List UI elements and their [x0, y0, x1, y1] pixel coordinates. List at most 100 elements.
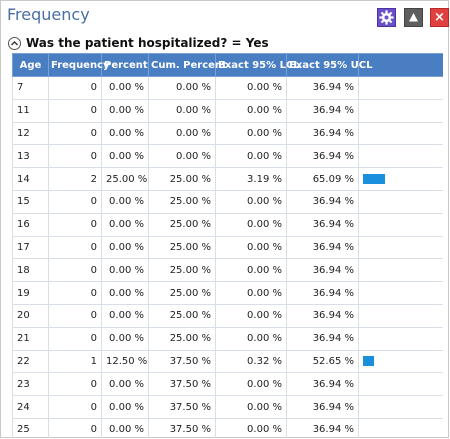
cell-ucl: 65.09 % — [286, 167, 359, 191]
cell-cum-percent: 25.00 % — [148, 235, 216, 260]
cell-bar — [358, 372, 443, 397]
cell-lcl: 0.00 % — [215, 212, 287, 237]
cell-frequency: 0 — [48, 235, 102, 260]
cell-lcl: 0.00 % — [215, 76, 287, 100]
cell-ucl: 36.94 % — [286, 144, 359, 169]
cell-frequency: 0 — [48, 212, 102, 237]
cell-frequency: 0 — [48, 144, 102, 169]
cell-cum-percent: 25.00 % — [148, 212, 216, 237]
cell-age: 14 — [12, 167, 49, 191]
cell-bar — [358, 349, 443, 374]
cell-frequency: 0 — [48, 258, 102, 283]
cell-bar — [358, 121, 443, 146]
cell-percent: 0.00 % — [101, 76, 149, 100]
column-header-frequency[interactable]: Frequency — [48, 53, 110, 77]
cell-percent: 0.00 % — [101, 417, 149, 438]
column-header-ucl[interactable]: Exact 95% UCL — [286, 53, 372, 77]
cell-cum-percent: 37.50 % — [148, 395, 216, 419]
column-header-bar — [358, 53, 443, 77]
cell-age: 15 — [12, 189, 49, 214]
cell-cum-percent: 37.50 % — [148, 417, 216, 438]
cell-ucl: 36.94 % — [286, 189, 359, 214]
cell-ucl: 52.65 % — [286, 349, 359, 374]
cell-cum-percent: 25.00 % — [148, 189, 216, 214]
cell-percent: 0.00 % — [101, 258, 149, 283]
collapse-up-icon[interactable] — [8, 36, 21, 50]
table-row: 12 0 0.00 % 0.00 % 0.00 % 36.94 % — [12, 121, 443, 146]
table-row: 16 0 0.00 % 25.00 % 0.00 % 36.94 % — [12, 212, 443, 237]
cell-frequency: 0 — [48, 76, 102, 100]
cell-ucl: 36.94 % — [286, 76, 359, 100]
cell-age: 12 — [12, 121, 49, 146]
table-row: 23 0 0.00 % 37.50 % 0.00 % 36.94 % — [12, 372, 443, 397]
column-header-percent[interactable]: Percent — [101, 53, 149, 77]
table-row: 17 0 0.00 % 25.00 % 0.00 % 36.94 % — [12, 235, 443, 260]
percent-bar — [363, 174, 385, 185]
cell-percent: 25.00 % — [101, 167, 149, 191]
column-header-age[interactable]: Age — [12, 53, 49, 77]
cell-frequency: 0 — [48, 395, 102, 419]
cell-ucl: 36.94 % — [286, 235, 359, 260]
cell-age: 24 — [12, 395, 49, 419]
cell-lcl: 0.00 % — [215, 372, 287, 397]
cell-bar — [358, 281, 443, 305]
cell-ucl: 36.94 % — [286, 372, 359, 397]
cell-cum-percent: 0.00 % — [148, 98, 216, 123]
cell-ucl: 36.94 % — [286, 98, 359, 123]
cell-percent: 0.00 % — [101, 395, 149, 419]
settings-button[interactable] — [377, 8, 396, 27]
cell-ucl: 36.94 % — [286, 212, 359, 237]
cell-cum-percent: 25.00 % — [148, 326, 216, 351]
close-button[interactable]: × — [430, 8, 449, 27]
cell-age: 11 — [12, 98, 49, 123]
cell-lcl: 0.00 % — [215, 303, 287, 328]
cell-frequency: 0 — [48, 189, 102, 214]
cell-bar — [358, 326, 443, 351]
cell-age: 17 — [12, 235, 49, 260]
cell-lcl: 0.00 % — [215, 121, 287, 146]
group-label: Was the patient hospitalized? = Yes — [26, 36, 269, 50]
cell-age: 7 — [12, 76, 49, 100]
cell-cum-percent: 0.00 % — [148, 144, 216, 169]
cell-bar — [358, 258, 443, 283]
cell-frequency: 0 — [48, 281, 102, 305]
cell-age: 18 — [12, 258, 49, 283]
cell-percent: 0.00 % — [101, 326, 149, 351]
cell-ucl: 36.94 % — [286, 281, 359, 305]
cell-lcl: 0.00 % — [215, 417, 287, 438]
table-row: 19 0 0.00 % 25.00 % 0.00 % 36.94 % — [12, 281, 443, 305]
cell-cum-percent: 0.00 % — [148, 76, 216, 100]
table-header-row: Age Frequency Percent Cum. Percent Exact… — [12, 53, 443, 77]
cell-ucl: 36.94 % — [286, 303, 359, 328]
table-row: 22 1 12.50 % 37.50 % 0.32 % 52.65 % — [12, 349, 443, 374]
frequency-table: Age Frequency Percent Cum. Percent Exact… — [12, 53, 443, 438]
cell-lcl: 0.00 % — [215, 258, 287, 283]
triangle-up-icon — [409, 13, 418, 22]
cell-lcl: 0.00 % — [215, 98, 287, 123]
cell-lcl: 3.19 % — [215, 167, 287, 191]
cell-cum-percent: 25.00 % — [148, 281, 216, 305]
table-row: 25 0 0.00 % 37.50 % 0.00 % 36.94 % — [12, 417, 443, 438]
move-up-button[interactable] — [404, 8, 423, 27]
cell-age: 21 — [12, 326, 49, 351]
table-row: 15 0 0.00 % 25.00 % 0.00 % 36.94 % — [12, 189, 443, 214]
cell-bar — [358, 395, 443, 419]
cell-bar — [358, 417, 443, 438]
cell-lcl: 0.00 % — [215, 189, 287, 214]
cell-lcl: 0.00 % — [215, 144, 287, 169]
cell-percent: 0.00 % — [101, 303, 149, 328]
cell-frequency: 1 — [48, 349, 102, 374]
cell-frequency: 0 — [48, 372, 102, 397]
cell-age: 19 — [12, 281, 49, 305]
group-header: Was the patient hospitalized? = Yes — [8, 35, 269, 51]
cell-percent: 0.00 % — [101, 212, 149, 237]
cell-ucl: 36.94 % — [286, 417, 359, 438]
close-icon: × — [434, 10, 445, 25]
cell-frequency: 0 — [48, 303, 102, 328]
column-header-cum-percent[interactable]: Cum. Percent — [148, 53, 227, 77]
table-row: 18 0 0.00 % 25.00 % 0.00 % 36.94 % — [12, 258, 443, 283]
table-row: 20 0 0.00 % 25.00 % 0.00 % 36.94 % — [12, 303, 443, 328]
column-header-lcl[interactable]: Exact 95% LCL — [215, 53, 300, 77]
cell-percent: 0.00 % — [101, 144, 149, 169]
table-row: 21 0 0.00 % 25.00 % 0.00 % 36.94 % — [12, 326, 443, 351]
